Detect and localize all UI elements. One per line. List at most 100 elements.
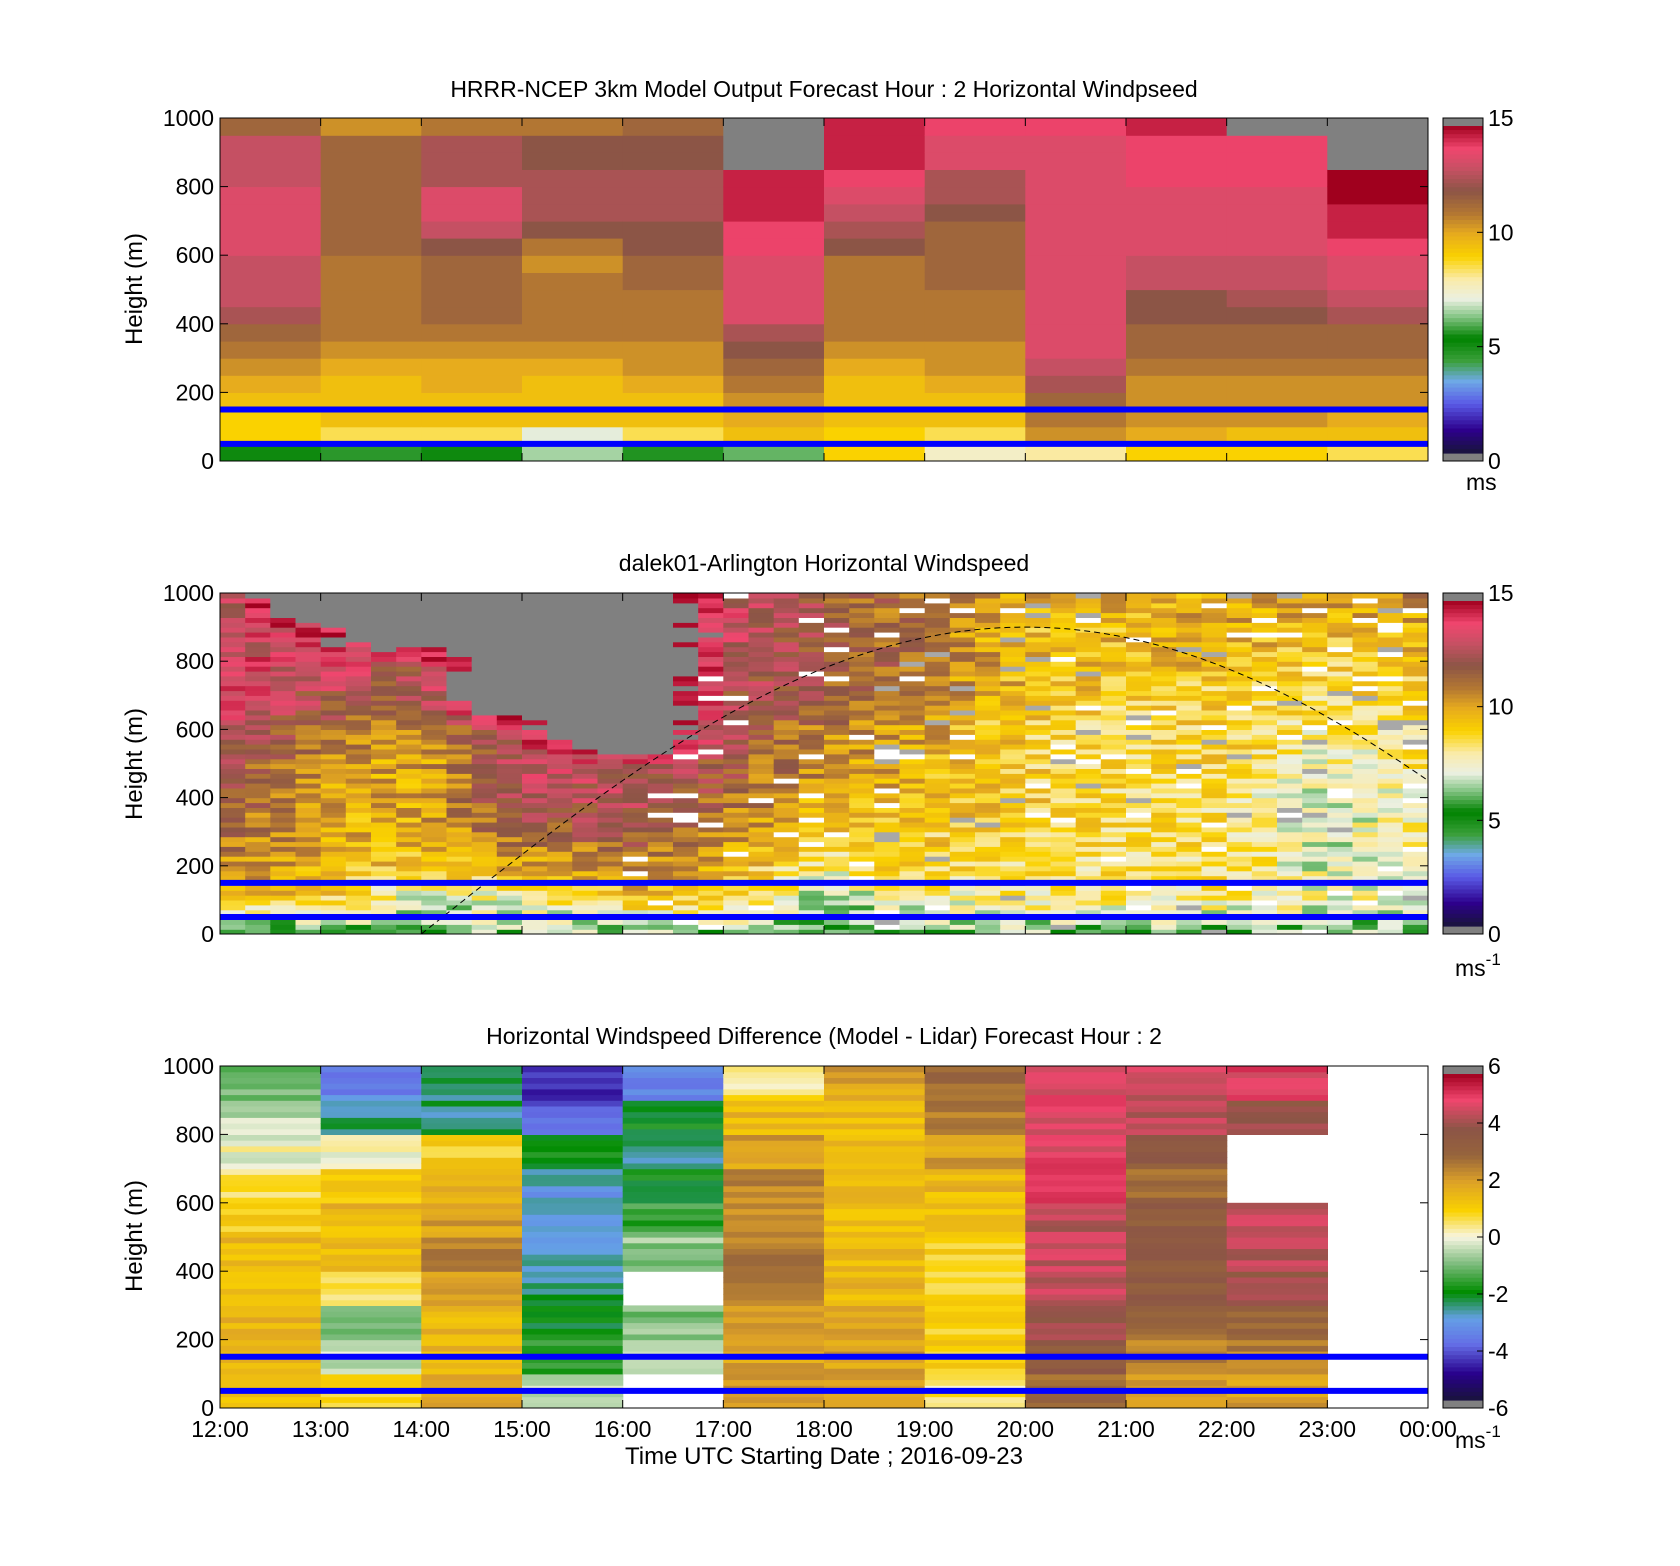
heatmap-cell <box>924 787 951 794</box>
heatmap-cell <box>522 1237 624 1244</box>
heatmap-cell <box>1226 875 1253 881</box>
heatmap-cell <box>371 627 397 633</box>
heatmap-cell <box>673 705 699 711</box>
heatmap-cell <box>949 924 976 930</box>
heatmap-cell <box>798 783 825 789</box>
heatmap-cell <box>622 602 649 609</box>
heatmap-cell <box>798 822 825 828</box>
heatmap-cell <box>798 885 825 891</box>
heatmap-cell <box>1025 1265 1127 1272</box>
heatmap-cell <box>1402 714 1428 721</box>
heatmap-cell <box>1277 670 1303 677</box>
heatmap-cell <box>975 768 1001 774</box>
heatmap-cell <box>1302 656 1328 662</box>
heatmap-cell <box>723 666 750 672</box>
heatmap-cell <box>320 426 422 445</box>
heatmap-cell <box>924 695 951 701</box>
heatmap-cell <box>1226 885 1253 891</box>
heatmap-cell <box>471 875 498 881</box>
heatmap-cell <box>345 714 372 721</box>
heatmap-cell <box>874 899 901 906</box>
heatmap-cell <box>1126 1128 1228 1135</box>
heatmap-cell <box>1377 656 1404 662</box>
heatmap-cell <box>295 748 322 755</box>
heatmap-cell <box>220 1134 322 1141</box>
colorbar-step <box>1443 897 1483 903</box>
heatmap-cell <box>748 670 775 677</box>
heatmap-cell <box>975 904 1001 911</box>
heatmap-cell <box>1226 1396 1328 1403</box>
heatmap-cell <box>496 597 523 604</box>
heatmap-cell <box>698 895 724 901</box>
heatmap-cell <box>824 899 850 906</box>
heatmap-cell <box>924 1333 1026 1341</box>
colorbar-step <box>1443 1273 1483 1279</box>
heatmap-cell <box>1352 617 1379 623</box>
heatmap-cell <box>220 443 322 461</box>
heatmap-cell <box>1151 744 1177 750</box>
heatmap-cell <box>572 807 599 813</box>
heatmap-cell <box>572 802 599 808</box>
heatmap-cell <box>824 841 850 847</box>
heatmap-cell <box>1226 812 1253 818</box>
heatmap-cell <box>522 220 624 239</box>
colorbar-step <box>1443 367 1483 372</box>
heatmap-cell <box>597 597 624 604</box>
heatmap-cell <box>924 826 951 833</box>
heatmap-cell <box>723 1208 825 1215</box>
heatmap-cell <box>471 899 498 906</box>
heatmap-cell <box>345 817 372 823</box>
dashed-arc-line <box>420 626 1428 934</box>
colorbar-step <box>1443 142 1483 148</box>
heatmap-cell <box>220 358 322 376</box>
colorbar-step <box>1443 1090 1483 1095</box>
heatmap-cell <box>270 865 297 872</box>
heatmap-cell <box>1075 675 1102 682</box>
colorbar-step <box>1443 1151 1483 1157</box>
heatmap-cell <box>270 899 297 906</box>
heatmap-cell <box>647 875 674 881</box>
heatmap-cell <box>471 666 498 672</box>
heatmap-cell <box>345 885 372 891</box>
heatmap-cell <box>522 1356 624 1363</box>
heatmap-cell <box>924 797 951 804</box>
heatmap-cell <box>1025 1271 1127 1278</box>
heatmap-cell <box>1201 792 1228 799</box>
heatmap-cell <box>496 617 523 623</box>
heatmap-cell <box>1126 220 1228 239</box>
heatmap-cell <box>446 904 473 911</box>
heatmap-cell <box>949 807 976 813</box>
heatmap-cell <box>924 1100 1026 1107</box>
colorbar-step <box>1443 1212 1483 1218</box>
heatmap-cell <box>421 812 448 818</box>
heatmap-cell <box>1377 768 1404 774</box>
heatmap-cell <box>220 651 246 657</box>
heatmap-cell <box>421 783 448 789</box>
y-tick-label: 600 <box>176 1190 214 1216</box>
heatmap-cell <box>1402 875 1428 881</box>
y-tick-label: 200 <box>176 1327 214 1353</box>
heatmap-cell <box>597 773 624 779</box>
heatmap-cell <box>1352 632 1379 638</box>
heatmap-cell <box>874 802 901 808</box>
heatmap-cell <box>220 1316 322 1324</box>
heatmap-cell <box>597 792 624 799</box>
heatmap-cell <box>773 719 800 726</box>
heatmap-cell <box>1000 680 1026 687</box>
heatmap-cell <box>723 885 750 891</box>
heatmap-cell <box>899 758 926 765</box>
heatmap-cell <box>547 919 573 925</box>
y-tick-label: 200 <box>176 853 214 879</box>
heatmap-cell <box>522 846 548 852</box>
heatmap-cell <box>496 846 523 852</box>
colorbar-step <box>1443 301 1483 307</box>
heatmap-cell <box>1277 802 1303 808</box>
heatmap-cell <box>1327 622 1354 628</box>
heatmap-cell <box>320 675 347 682</box>
heatmap-cell <box>220 758 246 765</box>
heatmap-cell <box>773 890 800 896</box>
heatmap-cell <box>522 865 548 872</box>
heatmap-cell <box>1100 826 1127 833</box>
colorbar-step <box>1443 248 1483 254</box>
